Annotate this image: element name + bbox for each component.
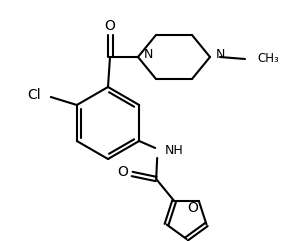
Text: O: O <box>187 201 198 215</box>
Text: CH₃: CH₃ <box>257 53 279 66</box>
Text: Cl: Cl <box>27 88 41 102</box>
Text: O: O <box>118 165 129 179</box>
Text: N: N <box>144 47 153 60</box>
Text: NH: NH <box>165 145 184 158</box>
Text: O: O <box>104 19 115 33</box>
Text: N: N <box>216 47 225 60</box>
